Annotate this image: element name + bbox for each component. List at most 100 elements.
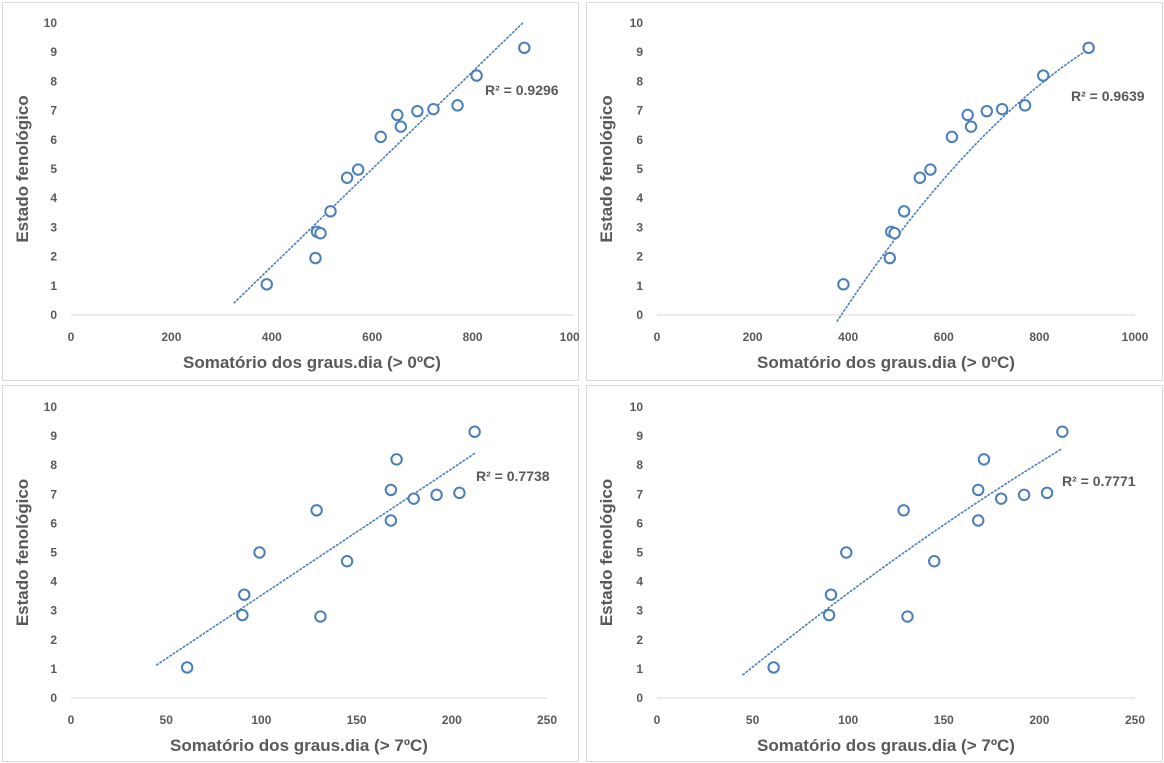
y-tick-label: 9 xyxy=(636,429,643,443)
x-axis-title: Somatório dos graus.dia (> 7ºC) xyxy=(757,736,1015,755)
data-point xyxy=(961,108,974,122)
x-tick-label: 200 xyxy=(161,330,181,344)
data-point xyxy=(883,251,896,265)
y-axis-title: Estado fenológico xyxy=(13,479,32,626)
data-point xyxy=(822,608,836,622)
y-tick-label: 10 xyxy=(44,400,58,414)
data-point xyxy=(767,661,780,674)
scatter-chart: 0 1 2 3 4 5 6 7 8 9 10 0 200 400 600 800 1000 Somatório d… xyxy=(13,16,580,372)
y-tick-label: 8 xyxy=(636,458,643,472)
x-axis-title: Somatório dos graus.dia (> 7ºC) xyxy=(170,736,428,755)
y-axis-title: Estado fenológico xyxy=(597,479,616,626)
x-tick-label: 600 xyxy=(934,330,954,344)
x-tick-label: 800 xyxy=(1029,330,1049,344)
x-tick-label: 200 xyxy=(1029,713,1049,727)
data-point xyxy=(897,205,911,218)
y-tick-label: 5 xyxy=(636,162,643,176)
y-tick-label: 4 xyxy=(50,191,57,205)
x-axis-title: Somatório dos graus.dia (> 0ºC) xyxy=(757,353,1015,372)
y-tick-label: 3 xyxy=(50,220,57,234)
y-tick-label: 0 xyxy=(636,308,643,322)
trendline xyxy=(233,22,524,304)
data-point xyxy=(468,425,481,438)
data-point xyxy=(972,514,985,527)
y-tick-label: 7 xyxy=(636,104,643,118)
data-point xyxy=(253,546,266,559)
trendline xyxy=(742,447,1064,676)
data-point xyxy=(260,278,273,291)
data-point xyxy=(1040,486,1054,500)
chart-panel-bottom-left: 0 1 2 3 4 5 6 7 8 9 10 0 50 100 150 200 250 Somatório dos… xyxy=(2,385,579,762)
data-point xyxy=(391,108,404,122)
data-point xyxy=(977,453,991,466)
x-tick-label: 0 xyxy=(68,713,75,727)
r-squared-label: R² = 0.9296 xyxy=(485,82,559,98)
y-tick-label: 9 xyxy=(636,45,643,59)
x-tick-label: 600 xyxy=(362,330,382,344)
data-point xyxy=(924,163,937,176)
data-point xyxy=(980,104,994,118)
y-tick-label: 1 xyxy=(50,279,57,293)
scatter-chart: 0 1 2 3 4 5 6 7 8 9 10 0 200 400 600 800 1000 Somatório d… xyxy=(597,16,1149,372)
y-tick-label: 3 xyxy=(636,220,643,234)
data-point xyxy=(351,163,365,176)
y-tick-label: 2 xyxy=(50,633,57,647)
data-point xyxy=(314,610,327,623)
x-tick-label: 100 xyxy=(251,713,271,727)
data-point xyxy=(384,483,398,497)
y-tick-label: 10 xyxy=(630,400,644,414)
y-tick-label: 0 xyxy=(636,691,643,705)
y-tick-label: 2 xyxy=(50,250,57,264)
x-tick-label: 50 xyxy=(160,713,174,727)
x-tick-label: 0 xyxy=(68,330,75,344)
data-point xyxy=(340,555,354,568)
y-axis-title: Estado fenológico xyxy=(13,95,32,242)
data-point xyxy=(314,227,327,240)
data-point xyxy=(913,171,927,184)
x-tick-label: 200 xyxy=(743,330,763,344)
y-tick-label: 0 xyxy=(50,308,57,322)
x-tick-label: 150 xyxy=(347,713,367,727)
y-tick-label: 6 xyxy=(50,133,57,147)
x-tick-label: 100 xyxy=(838,713,858,727)
data-point xyxy=(427,102,440,116)
y-tick-label: 5 xyxy=(50,546,57,560)
x-tick-label: 400 xyxy=(838,330,858,344)
r-squared-label: R² = 0.7738 xyxy=(476,468,550,484)
y-tick-label: 8 xyxy=(50,74,57,88)
y-tick-label: 5 xyxy=(50,162,57,176)
y-tick-label: 6 xyxy=(636,516,643,530)
y-tick-label: 7 xyxy=(50,104,57,118)
data-point xyxy=(451,99,464,112)
data-point xyxy=(384,514,398,527)
y-tick-label: 0 xyxy=(50,691,57,705)
r-squared-label: R² = 0.9639 xyxy=(1071,88,1145,104)
data-point xyxy=(390,453,403,466)
y-tick-label: 8 xyxy=(636,74,643,88)
data-point xyxy=(470,69,483,82)
x-axis-title: Somatório dos graus.dia (> 0ºC) xyxy=(183,353,441,372)
data-point xyxy=(840,546,853,559)
data-point xyxy=(518,41,531,55)
data-point xyxy=(945,130,959,144)
y-tick-label: 4 xyxy=(636,575,643,589)
chart-panel-top-right: 0 1 2 3 4 5 6 7 8 9 10 0 200 400 600 800 1000 Somatório d… xyxy=(586,2,1163,381)
data-point xyxy=(1017,488,1031,502)
y-tick-label: 1 xyxy=(50,662,57,676)
data-point xyxy=(430,488,443,502)
x-tick-label: 50 xyxy=(746,713,760,727)
data-point xyxy=(964,120,978,133)
y-tick-label: 2 xyxy=(636,250,643,264)
data-point xyxy=(309,251,322,265)
x-tick-label: 800 xyxy=(463,330,483,344)
data-point xyxy=(324,205,337,218)
r-squared-label: R² = 0.7771 xyxy=(1062,473,1136,489)
trendline xyxy=(155,452,476,666)
x-tick-label: 150 xyxy=(934,713,954,727)
data-point xyxy=(180,661,194,674)
data-point xyxy=(236,608,249,622)
data-point xyxy=(1037,69,1050,82)
y-axis-title: Estado fenológico xyxy=(597,95,616,242)
